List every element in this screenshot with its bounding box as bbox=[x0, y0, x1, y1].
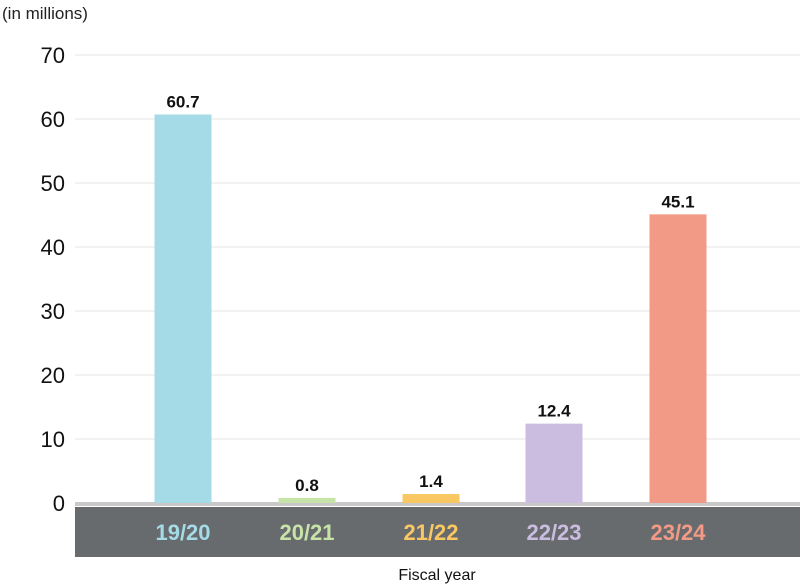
data-label: 60.7 bbox=[166, 93, 199, 112]
bar-22-23 bbox=[525, 423, 583, 503]
category-band bbox=[75, 507, 800, 557]
bar-23-24 bbox=[649, 214, 707, 504]
x-tick-label: 19/20 bbox=[155, 520, 210, 545]
y-tick-label: 40 bbox=[41, 235, 65, 260]
data-labels: 60.7 0.8 1.4 12.4 45.1 bbox=[166, 93, 694, 495]
x-axis-title: Fiscal year bbox=[398, 567, 476, 584]
x-tick-label: 21/22 bbox=[403, 520, 458, 545]
y-tick-label: 70 bbox=[41, 43, 65, 68]
bars bbox=[154, 114, 707, 504]
bar-21-22 bbox=[402, 494, 460, 503]
y-axis: 0 10 20 30 40 50 60 70 bbox=[41, 43, 65, 516]
data-label: 0.8 bbox=[295, 476, 319, 495]
data-label: 12.4 bbox=[537, 402, 571, 421]
bar-19-20 bbox=[154, 114, 212, 504]
x-axis: 19/20 20/21 21/22 22/23 23/24 bbox=[155, 520, 706, 545]
bar-20-21 bbox=[278, 497, 336, 503]
x-tick-label: 23/24 bbox=[650, 520, 706, 545]
unit-label: (in millions) bbox=[2, 4, 88, 23]
y-tick-label: 60 bbox=[41, 107, 65, 132]
data-label: 45.1 bbox=[661, 192, 694, 211]
data-label: 1.4 bbox=[419, 472, 443, 491]
y-tick-label: 10 bbox=[41, 427, 65, 452]
y-tick-label: 0 bbox=[53, 491, 65, 516]
x-tick-label: 20/21 bbox=[279, 520, 334, 545]
y-tick-label: 30 bbox=[41, 299, 65, 324]
x-tick-label: 22/23 bbox=[526, 520, 581, 545]
y-tick-label: 50 bbox=[41, 171, 65, 196]
y-tick-label: 20 bbox=[41, 363, 65, 388]
